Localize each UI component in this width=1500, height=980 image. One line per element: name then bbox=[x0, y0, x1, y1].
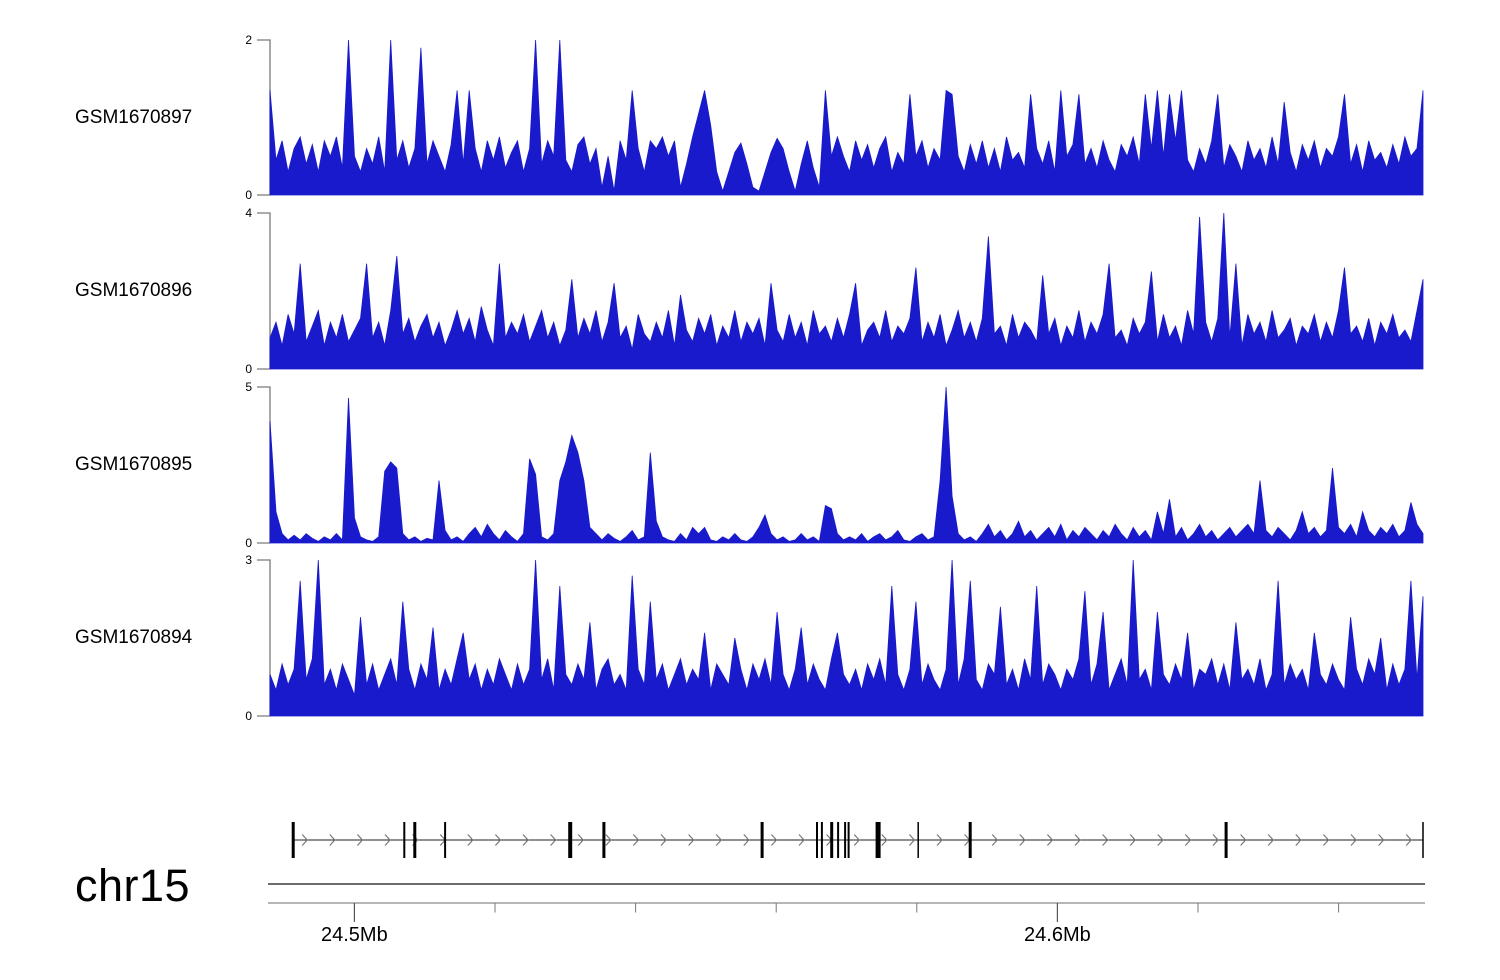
signal-area-GSM1670894 bbox=[269, 559, 1424, 717]
y-axis-bracket-GSM1670895 bbox=[257, 386, 271, 544]
strand-arrow-icon bbox=[1019, 834, 1026, 846]
position-tick-label: 24.6Mb bbox=[1024, 924, 1091, 946]
strand-arrow-icon bbox=[522, 834, 529, 846]
strand-arrow-icon bbox=[660, 834, 667, 846]
strand-arrow-icon bbox=[908, 834, 916, 846]
y-axis-bracket-GSM1670897 bbox=[257, 39, 271, 196]
y-max-label-GSM1670895: 5 bbox=[245, 380, 252, 394]
strand-arrow-icon bbox=[1129, 834, 1137, 846]
strand-arrow-icon bbox=[991, 834, 999, 846]
position-tick-label: 24.5Mb bbox=[321, 924, 388, 946]
strand-arrow-icon bbox=[1212, 834, 1219, 846]
strand-arrow-icon bbox=[467, 834, 474, 846]
strand-arrow-icon bbox=[1102, 834, 1109, 846]
chromosome-label: chr15 bbox=[75, 860, 191, 911]
strand-arrow-icon bbox=[1322, 834, 1330, 846]
strand-arrow-icon bbox=[494, 834, 502, 846]
strand-arrow-icon bbox=[384, 834, 391, 846]
y-max-label-GSM1670897: 2 bbox=[245, 33, 252, 47]
strand-arrow-icon bbox=[550, 834, 557, 846]
y-zero-label-GSM1670894: 0 bbox=[245, 709, 252, 723]
strand-arrow-icon bbox=[743, 834, 750, 846]
strand-arrow-icon bbox=[798, 834, 805, 846]
strand-arrow-icon bbox=[301, 834, 309, 846]
signal-area-GSM1670896 bbox=[269, 212, 1424, 370]
strand-arrow-icon bbox=[605, 834, 612, 846]
y-zero-label-GSM1670896: 0 bbox=[245, 362, 252, 376]
strand-arrow-icon bbox=[1046, 834, 1054, 846]
y-zero-label-GSM1670895: 0 bbox=[245, 536, 252, 550]
strand-arrow-icon bbox=[853, 834, 861, 846]
strand-arrow-icon bbox=[329, 834, 336, 846]
strand-arrow-icon bbox=[356, 834, 364, 846]
strand-arrow-icon bbox=[577, 834, 585, 846]
strand-arrow-icon bbox=[1184, 834, 1192, 846]
strand-arrow-icon bbox=[715, 834, 723, 846]
y-axis-bracket-GSM1670894 bbox=[257, 559, 271, 717]
track-label-GSM1670894: GSM1670894 bbox=[75, 627, 193, 648]
y-zero-label-GSM1670897: 0 bbox=[245, 188, 252, 202]
track-label-GSM1670896: GSM1670896 bbox=[75, 280, 193, 301]
signal-area-GSM1670895 bbox=[269, 386, 1424, 544]
strand-arrow-icon bbox=[1405, 834, 1413, 846]
y-max-label-GSM1670896: 4 bbox=[245, 206, 252, 220]
signal-area-GSM1670897 bbox=[269, 39, 1424, 196]
strand-arrow-icon bbox=[1074, 834, 1081, 846]
strand-arrow-icon bbox=[936, 834, 943, 846]
strand-arrow-icon bbox=[1267, 834, 1275, 846]
y-max-label-GSM1670894: 3 bbox=[245, 553, 252, 567]
strand-arrow-icon bbox=[770, 834, 778, 846]
y-axis-bracket-GSM1670896 bbox=[257, 212, 271, 370]
strand-arrow-icon bbox=[1350, 834, 1357, 846]
strand-arrow-icon bbox=[1378, 834, 1385, 846]
track-label-GSM1670897: GSM1670897 bbox=[75, 106, 193, 128]
strand-arrow-icon bbox=[1240, 834, 1247, 846]
strand-arrow-icon bbox=[688, 834, 695, 846]
track-label-GSM1670895: GSM1670895 bbox=[75, 454, 193, 475]
strand-arrow-icon bbox=[1295, 834, 1302, 846]
strand-arrow-icon bbox=[632, 834, 640, 846]
strand-arrow-icon bbox=[1157, 834, 1164, 846]
strand-arrow-icon bbox=[881, 834, 888, 846]
